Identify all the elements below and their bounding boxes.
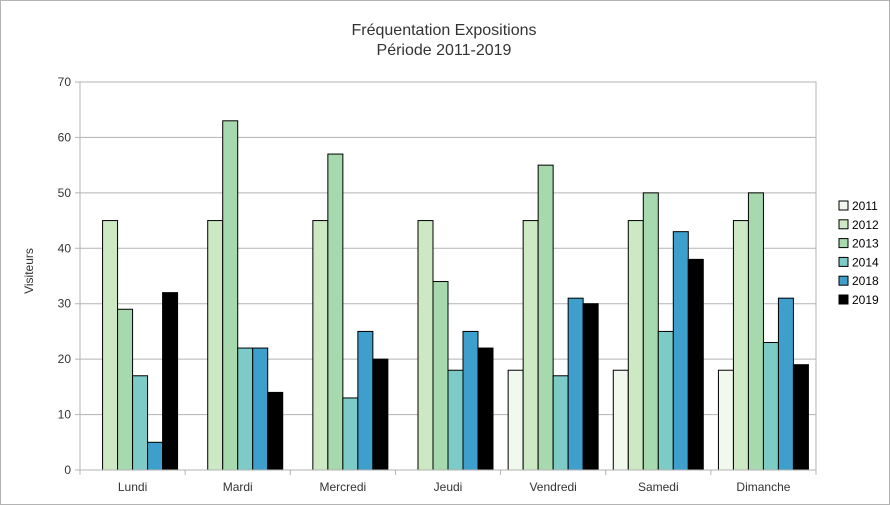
bar-2019-Jeudi [477,347,494,471]
bar-2011-Samedi [612,369,629,471]
legend-label-2019: 2019 [852,293,879,307]
x-tick-label: Jeudi [434,480,463,494]
bar-2013-Mercredi [327,153,344,471]
bar-2018-Lundi [147,441,164,471]
bar-2013-Jeudi [432,281,449,471]
y-tick-label: 40 [58,241,72,255]
plot-area-border [79,81,817,471]
bar-2019-Vendredi [582,303,599,471]
bar-2013-Lundi [117,308,134,471]
bar-2014-Lundi [132,375,149,471]
y-tick-label: 0 [64,463,71,477]
bar-2013-Vendredi [537,164,554,471]
chart-title: Fréquentation Expositions [352,22,537,39]
x-tick-label: Lundi [118,480,147,494]
y-tick-label: 10 [58,408,72,422]
legend-swatch-2014 [838,256,849,267]
bar-2019-Mardi [267,391,284,471]
bar-2014-Mercredi [342,397,359,471]
chart-subtitle: Période 2011-2019 [377,42,512,59]
x-tick-label: Mardi [223,480,253,494]
legend-swatch-2019 [838,294,849,305]
bar-2012-Lundi [102,220,119,471]
bar-2018-Samedi [672,231,689,471]
bar-2012-Vendredi [522,220,539,471]
y-tick-label: 70 [58,75,72,89]
bar-2012-Mardi [207,220,224,471]
bar-2014-Vendredi [552,375,569,471]
bar-2012-Jeudi [417,220,434,471]
axes [79,81,817,475]
legend-label-2013: 2013 [852,237,879,251]
bar-2014-Dimanche [762,342,779,471]
x-tick-labels: Lundi Mardi Mercredi Jeudi Vendredi Samedi Dim… [118,480,791,494]
x-tick-label: Vendredi [529,480,576,494]
bar-2011-Dimanche [717,369,734,471]
bar-2012-Mercredi [312,220,329,471]
bar-2018-Mardi [252,347,269,471]
bar-2011-Vendredi [507,369,524,471]
bar-2019-Samedi [687,258,704,471]
legend-swatch-2012 [838,219,849,230]
bar-2018-Dimanche [777,297,794,471]
bar-2018-Jeudi [462,330,479,471]
bar-2013-Mardi [222,120,239,471]
legend-label-2011: 2011 [852,199,878,213]
x-tick-label: Mercredi [320,480,367,494]
y-axis-title: Visiteurs [22,248,36,294]
bar-2018-Mercredi [357,330,374,471]
x-tick-label: Dimanche [736,480,790,494]
legend-swatch-2011 [838,200,849,211]
bar-2014-Jeudi [447,369,464,471]
y-tick-label: 60 [58,130,72,144]
bar-2019-Dimanche [792,364,809,471]
legend-label-2014: 2014 [852,255,879,269]
legend-label-2018: 2018 [852,274,879,288]
bar-2012-Dimanche [732,220,749,471]
bar-2013-Samedi [642,192,659,471]
legend-label-2012: 2012 [852,218,879,232]
bar-2019-Mercredi [372,358,389,471]
bar-2019-Lundi [162,292,179,471]
legend-swatch-2018 [838,275,849,286]
legend: 2011 2012 2013 2014 2018 2019 [838,199,879,307]
y-tick-labels: 0 10 20 30 40 50 60 70 [58,75,72,477]
bar-2014-Samedi [657,330,674,471]
bar-2018-Vendredi [567,297,584,471]
y-tick-label: 30 [58,297,72,311]
bar-2012-Samedi [627,220,644,471]
y-tick-label: 50 [58,186,72,200]
x-tick-label: Samedi [638,480,679,494]
y-tick-label: 20 [58,352,72,366]
bar-2013-Dimanche [747,192,764,471]
bar-2014-Mardi [237,347,254,471]
legend-swatch-2013 [838,238,849,249]
bars [102,120,809,471]
